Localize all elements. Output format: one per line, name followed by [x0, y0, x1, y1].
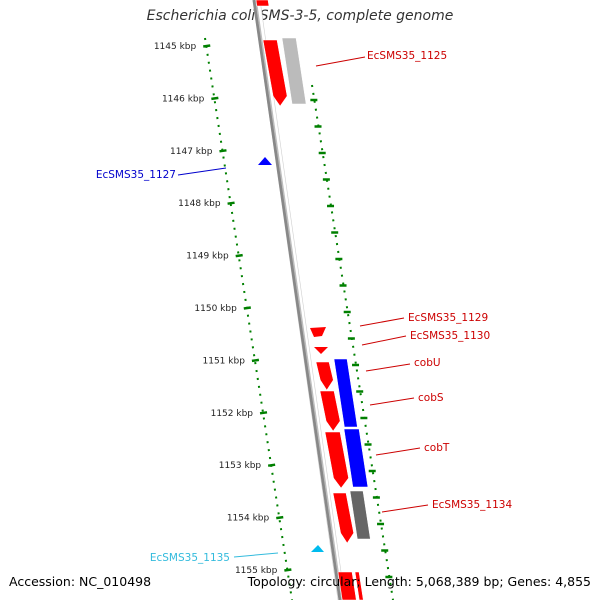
gene-arrow-top-partial [255, 0, 270, 7]
gene-label-leader [365, 363, 411, 372]
gene-block-reverse-2 [343, 428, 369, 488]
ruler-tick-left [267, 463, 276, 467]
ruler-tick-label: 1155 kbp [235, 566, 278, 576]
ruler-tick-label: 1149 kbp [186, 252, 229, 262]
ruler-tick-left [251, 358, 260, 363]
gene-block-reverse-1 [333, 358, 358, 428]
ruler-tick-left [203, 44, 211, 48]
gene-arrow-cobu [315, 361, 334, 391]
gene-label-leader [381, 504, 429, 513]
gene-block-ecsms35-1125-pseudo [281, 37, 307, 105]
accession-text: Accession: NC_010498 [9, 574, 152, 589]
gene-label: EcSMS35_1125 [367, 50, 447, 62]
gene-marker-ecsms35-1127 [258, 157, 272, 165]
gene-arrow-ecsms35-1129 [310, 327, 326, 337]
ruler-tick-left [235, 253, 243, 258]
ruler-tick-label: 1151 kbp [203, 356, 246, 366]
gene-arrow-cobs [319, 390, 341, 432]
gene-arrow-ecsms35-1125 [262, 39, 288, 107]
gene-label-leader [315, 56, 366, 67]
gene-label-leader [233, 552, 279, 558]
ruler-tick-label: 1147 kbp [170, 147, 213, 157]
gene-label: cobU [414, 357, 441, 369]
ruler-tick-left [259, 411, 268, 415]
ruler-tick-left [284, 568, 292, 572]
gene-block-bottom-partial-2 [354, 571, 364, 600]
ruler-tick-label: 1154 kbp [227, 514, 270, 524]
gene-marker-ecsms35-1135 [311, 545, 324, 552]
gene-label: EcSMS35_1130 [410, 330, 490, 342]
ruler-tick-label: 1148 kbp [178, 199, 221, 209]
gene-label: EcSMS35_1129 [408, 312, 488, 324]
ruler-tick-label: 1145 kbp [154, 42, 197, 52]
genome-backbone [252, 0, 342, 600]
gene-arrow-ecsms35-1134 [332, 492, 354, 544]
gene-arrow-cobt [324, 431, 349, 489]
ruler-tick-left [211, 96, 219, 101]
gene-label-leader [177, 167, 227, 176]
ruler-tick-label: 1152 kbp [211, 409, 254, 419]
gene-label-leader [359, 317, 405, 327]
ruler-tick-left [243, 306, 251, 310]
gene-label-leader [375, 447, 421, 456]
gene-block-bottom-partial [337, 571, 357, 600]
gene-label: EcSMS35_1134 [432, 499, 512, 511]
gene-label: cobS [418, 392, 444, 404]
ruler-track-left [204, 37, 293, 600]
gene-label: EcSMS35_1135 [150, 552, 230, 564]
page-title: Escherichia coli SMS-3-5, complete genom… [146, 8, 454, 24]
ruler-tick-label: 1146 kbp [162, 94, 205, 104]
gene-label: cobT [424, 442, 450, 454]
gene-label-leader [369, 397, 415, 406]
genome-summary-text: Topology: circular; Length: 5,068,389 bp… [247, 574, 591, 589]
ruler-tick-left [276, 515, 284, 520]
gene-block-ecsms35-1134-dark [349, 490, 371, 540]
gene-label-leader [361, 335, 407, 346]
ruler-tick-label: 1153 kbp [219, 461, 262, 471]
ruler-tick-left [227, 201, 235, 205]
ruler-tick-left [219, 149, 227, 153]
genome-backbone-highlight [255, 0, 343, 600]
ruler-tick-label: 1150 kbp [194, 304, 237, 314]
gene-label: EcSMS35_1127 [96, 169, 176, 181]
gene-arrow-ecsms35-1130 [314, 347, 328, 354]
